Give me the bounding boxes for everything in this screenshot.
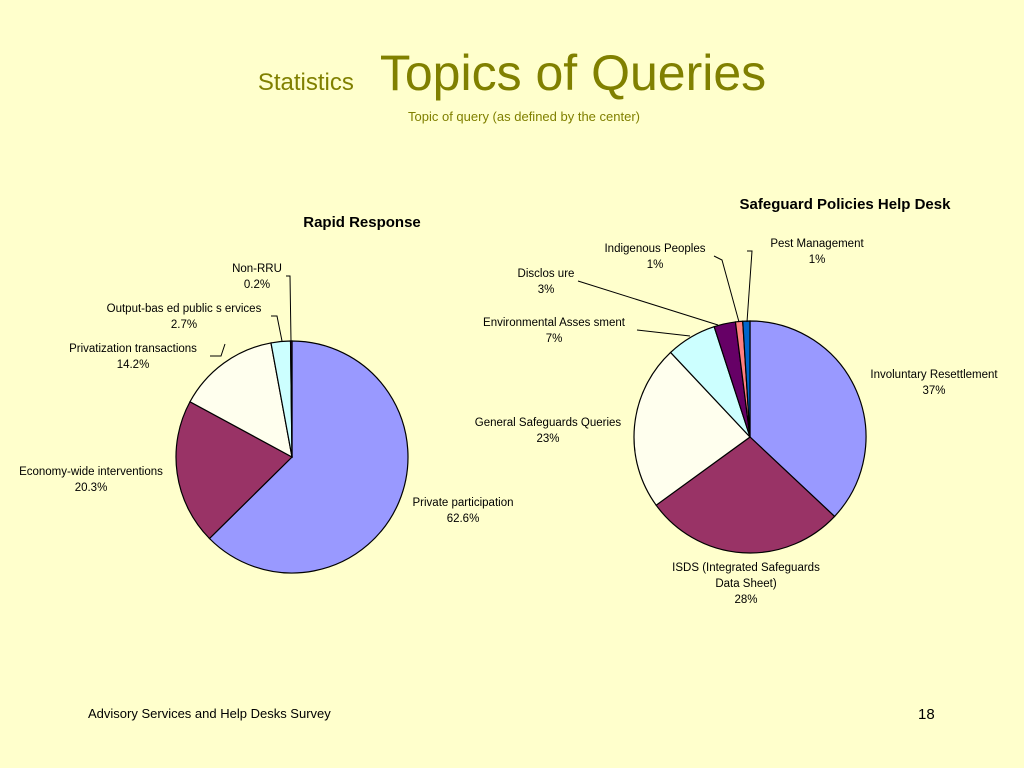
leader-line-environmental-assessment: [636, 329, 691, 337]
rapid-response-pie-chart: Rapid Response Private participation 62.6%…: [19, 214, 514, 574]
pie-slice-private-participation: [208, 340, 409, 574]
pie-slice-pest-management: [742, 320, 751, 438]
pie-slice-involuntary-resettlement: [749, 320, 867, 518]
leader-line-pest-management: [746, 250, 753, 323]
page-number: 18: [918, 706, 935, 723]
slice-label-involuntary-resettlement: Involuntary Resettlement 37%: [870, 369, 998, 397]
pie-slice-isds-integrated-safeguards-data-sheet: [655, 436, 836, 554]
slice-label-environmental-assessment: Environmental Asses sment 7%: [483, 317, 626, 345]
leader-line-privatization-transactions: [210, 343, 226, 357]
pie-slice-general-safeguards-queries: [633, 351, 751, 507]
title-prefix: Statistics: [257, 69, 354, 96]
slide-subtitle: Topic of query (as defined by the center…: [408, 109, 640, 124]
slice-label-isds-integrated-safeguards-data-sheet: ISDS (Integrated Safeguards Data Sheet) 28…: [672, 562, 820, 606]
leader-line-output-based-public-services: [271, 315, 283, 342]
slice-label-private-participation: Private participation 62.6%: [413, 497, 514, 525]
title-main: Topics of Queries: [379, 45, 767, 101]
slice-label-non-rru: Non-RRU 0.2%: [232, 263, 282, 291]
slice-label-general-safeguards-queries: General Safeguards Queries 23%: [475, 417, 622, 445]
pie-slice-economy-wide-interventions: [175, 400, 293, 540]
safeguard-policies-help-desk-pie-chart: Safeguard Policies Help Desk Involuntary …: [475, 196, 999, 606]
footer-text: Advisory Services and Help Desks Survey: [88, 706, 331, 721]
leader-line-non-rru: [286, 275, 292, 342]
slice-label-disclosure: Disclos ure 3%: [518, 268, 575, 296]
pie-slice-non-rru: [289, 340, 293, 458]
chart-title: Safeguard Policies Help Desk: [740, 196, 952, 213]
slice-label-privatization-transactions: Privatization transactions 14.2%: [69, 343, 197, 371]
leader-line-indigenous-peoples: [713, 255, 740, 323]
pie-slice-privatization-transactions: [189, 342, 293, 459]
slice-label-output-based-public-services: Output-bas ed public s ervices 2.7%: [107, 303, 262, 331]
slice-label-pest-management: Pest Management 1%: [770, 238, 864, 266]
slide-title: Statistics Topics of Queries: [0, 44, 1024, 102]
chart-title: Rapid Response: [303, 214, 421, 231]
slice-label-indigenous-peoples: Indigenous Peoples 1%: [604, 243, 705, 271]
slice-label-economy-wide-interventions: Economy-wide interventions 20.3%: [19, 466, 163, 494]
leader-line-disclosure: [577, 280, 719, 326]
